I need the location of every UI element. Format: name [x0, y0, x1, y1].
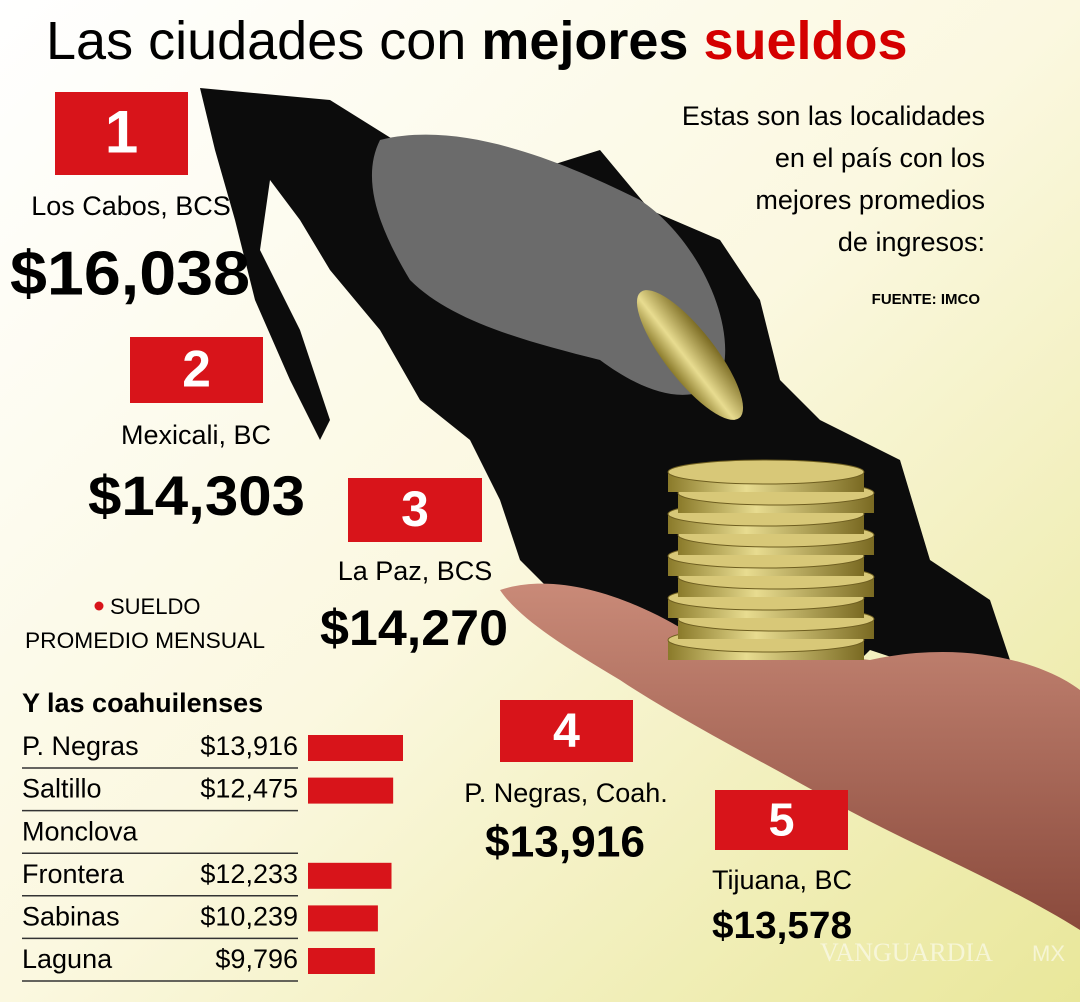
coahuila-name: Sabinas [22, 902, 120, 932]
hand-bottom [500, 583, 1080, 930]
hand-top [371, 134, 726, 395]
rank-number: 4 [553, 704, 580, 758]
rank-box [130, 337, 263, 403]
coin [667, 459, 865, 485]
rank-number: 2 [182, 340, 211, 398]
rank-city: Los Cabos, BCS [31, 191, 231, 221]
rank-box [55, 92, 188, 175]
coahuila-name: Monclova [22, 816, 139, 846]
coahuila-name: P. Negras [22, 731, 139, 761]
title-bold: mejores [481, 11, 688, 71]
bar [308, 948, 375, 974]
rank-box [500, 700, 633, 762]
intro-line: Estas son las localidades [682, 101, 985, 131]
coahuila-title: Y las coahuilenses [22, 688, 263, 718]
source: FUENTE: IMCO [872, 291, 981, 308]
rank-amount: $13,578 [712, 905, 852, 947]
title-plain: Las ciudades con [46, 11, 466, 71]
rank-number: 5 [768, 793, 794, 845]
coahuila-value: $13,916 [200, 731, 298, 761]
rank-city: Mexicali, BC [121, 420, 271, 450]
bar [308, 862, 392, 889]
rank-city: P. Negras, Coah. [464, 778, 668, 808]
coin-stack [667, 459, 875, 660]
title: Las ciudades con mejores sueldos [46, 11, 908, 71]
coahuila-name: Saltillo [22, 774, 102, 804]
coahuila-value: $12,475 [200, 774, 298, 804]
rank-amount: $16,038 [10, 239, 250, 308]
coahuila-value: $10,239 [200, 902, 298, 932]
rank-city: La Paz, BCS [338, 556, 493, 586]
legend-dot [94, 601, 104, 611]
rank-amount: $14,270 [320, 600, 508, 656]
coahuila-name: Frontera [22, 859, 125, 889]
rank-box [715, 790, 848, 850]
rank-number: 3 [401, 481, 429, 537]
bar [308, 735, 403, 761]
legend-text: PROMEDIO MENSUAL [25, 628, 265, 653]
rank-amount: $13,916 [485, 818, 645, 867]
intro-line: mejores promedios [755, 185, 985, 215]
coahuila-value: $12,233 [200, 859, 298, 889]
rank-amount: $14,303 [88, 464, 305, 527]
bar [308, 777, 394, 804]
rank-city: Tijuana, BC [712, 865, 852, 895]
coahuila-name: Laguna [22, 944, 113, 974]
bar [308, 905, 378, 932]
watermark: MX [1032, 941, 1065, 966]
title-red: sueldos [703, 11, 907, 71]
coahuila-value: $9,796 [215, 944, 298, 974]
rank-number: 1 [105, 98, 138, 165]
intro-line: en el país con los [775, 143, 985, 173]
legend-text: SUELDO [110, 594, 200, 619]
coin [636, 290, 744, 420]
watermark: VANGUARDIA [820, 938, 993, 967]
intro-line: de ingresos: [838, 227, 985, 257]
rank-box [348, 478, 482, 542]
